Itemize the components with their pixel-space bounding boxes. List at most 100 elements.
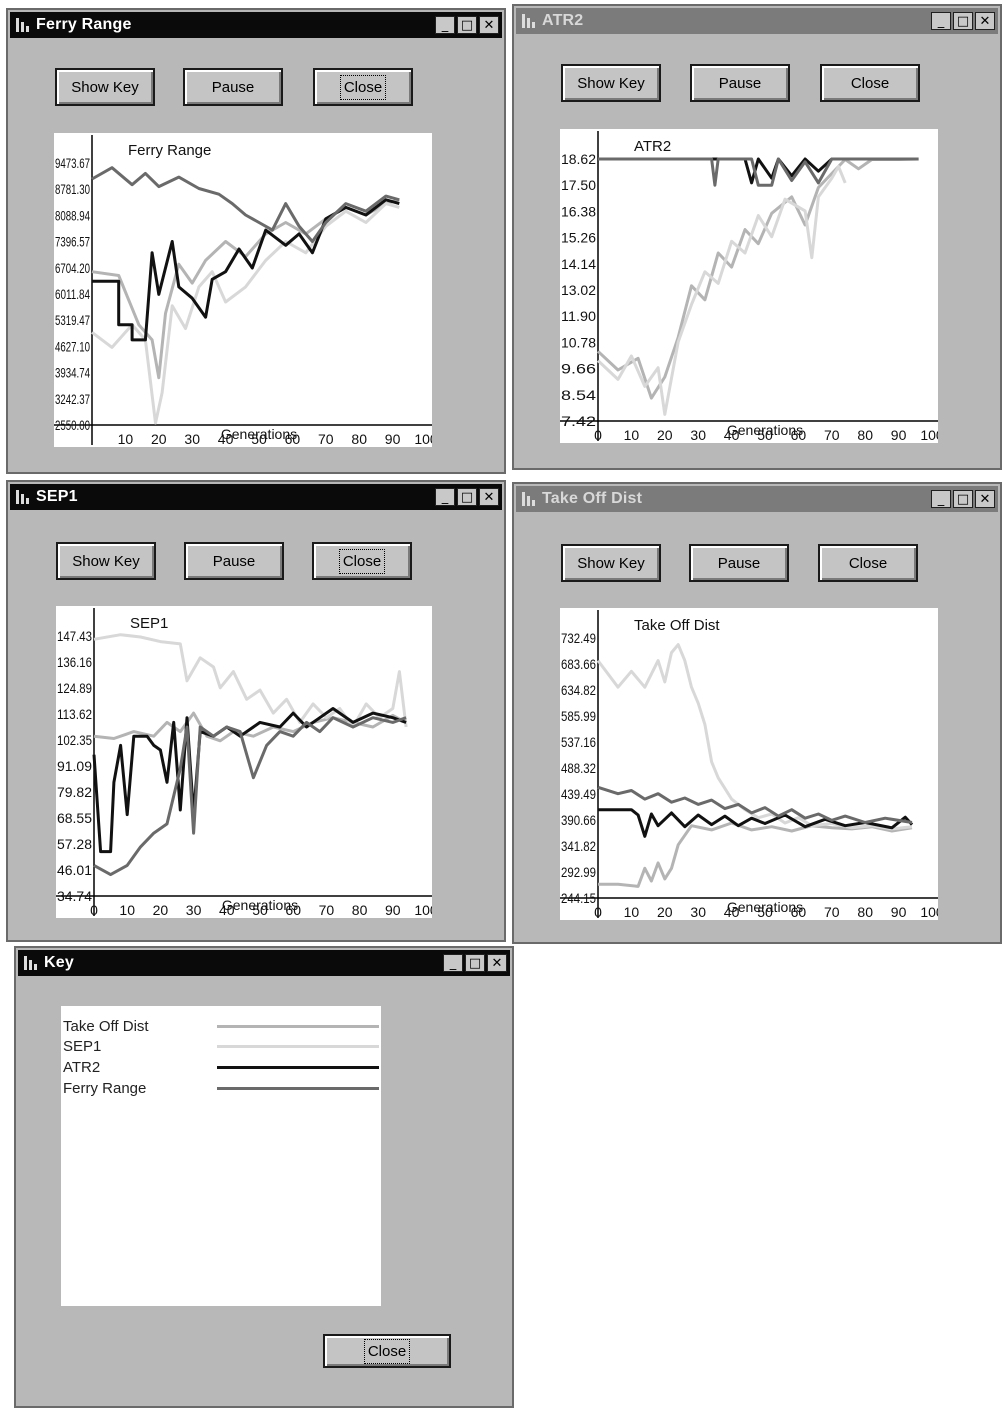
chart-title: ATR2 (634, 138, 671, 155)
x-tick-label: 0 (90, 902, 98, 918)
atr2-titlebar[interactable]: ATR2 _ □ ✕ (516, 8, 998, 34)
x-tick-label: 60 (791, 427, 807, 443)
x-tick-label: 10 (624, 904, 640, 920)
close-icon[interactable]: ✕ (975, 490, 995, 508)
y-tick-label: 292.99 (561, 864, 596, 880)
sep1-plot: SEP1 147.43 136.16 124.89 113.62 102.35 91.09 7… (56, 608, 432, 918)
ferry-range-titlebar[interactable]: Ferry Range _ □ ✕ (10, 12, 502, 38)
y-tick-label: 9473.67 (55, 155, 90, 171)
y-tick-label: 17.50 (561, 177, 596, 193)
close-label: Close (338, 548, 386, 574)
y-tick-label: 91.09 (57, 758, 92, 774)
sep1-chart: SEP1 147.43 136.16 124.89 113.62 102.35 91.09 7… (56, 606, 432, 918)
maximize-icon[interactable]: □ (457, 488, 477, 506)
y-tick-label: 585.99 (561, 708, 596, 724)
y-tick-label: 683.66 (561, 656, 596, 672)
maximize-icon[interactable]: □ (457, 16, 477, 34)
pause-button[interactable]: Pause (690, 64, 790, 102)
take-off-dist-titlebar[interactable]: Take Off Dist _ □ ✕ (516, 486, 998, 512)
maximize-icon[interactable]: □ (953, 490, 973, 508)
y-tick-label: 7.42 (561, 413, 596, 429)
window-title: Take Off Dist (542, 490, 643, 507)
legend-swatch (217, 1086, 379, 1090)
x-tick-label: 70 (824, 904, 840, 920)
pause-label: Pause (718, 74, 762, 92)
close-button[interactable]: Close (818, 544, 918, 582)
y-tick-label: 537.16 (561, 734, 596, 750)
y-tick-label: 341.82 (561, 838, 596, 854)
x-tick-label: 40 (724, 904, 740, 920)
y-tick-label: 124.89 (57, 680, 92, 696)
show-key-button[interactable]: Show Key (561, 64, 661, 102)
x-tick-label: 30 (690, 904, 706, 920)
x-tick-label: 10 (119, 902, 135, 918)
show-key-button[interactable]: Show Key (561, 544, 661, 582)
sep1-titlebar[interactable]: SEP1 _ □ ✕ (10, 484, 502, 510)
y-tick-label: 113.62 (57, 706, 92, 722)
close-button[interactable]: Close (312, 542, 412, 580)
pause-label: Pause (212, 552, 256, 570)
close-icon[interactable]: ✕ (487, 954, 507, 972)
x-tick-label: 80 (857, 427, 873, 443)
pause-label: Pause (211, 78, 255, 96)
legend-label: Take Off Dist (63, 1017, 149, 1035)
legend-swatch (217, 1044, 379, 1048)
x-tick-label: 0 (594, 427, 602, 443)
x-axis-label: Generations (727, 422, 803, 438)
x-tick-label: 50 (757, 904, 773, 920)
x-tick-label: 60 (285, 431, 301, 447)
key-close-button[interactable]: Close (323, 1334, 451, 1368)
close-button[interactable]: Close (313, 68, 413, 106)
y-tick-label: 8781.30 (55, 181, 90, 197)
show-key-label: Show Key (72, 552, 140, 570)
maximize-icon[interactable]: □ (465, 954, 485, 972)
show-key-button[interactable]: Show Key (56, 542, 156, 580)
y-tick-label: 8.54 (561, 387, 596, 403)
x-tick-label: 20 (657, 427, 673, 443)
y-tick-label: 34.74 (57, 888, 92, 904)
y-tick-label: 147.43 (57, 628, 92, 644)
y-tick-label: 5319.47 (55, 312, 90, 328)
x-tick-label: 60 (791, 904, 807, 920)
minimize-icon[interactable]: _ (435, 16, 455, 34)
minimize-icon[interactable]: _ (443, 954, 463, 972)
close-icon[interactable]: ✕ (975, 12, 995, 30)
show-key-label: Show Key (577, 554, 645, 572)
window-title: ATR2 (542, 12, 584, 29)
legend-entry-ferry-range: Ferry Range (61, 1078, 381, 1098)
y-tick-label: 439.49 (561, 786, 596, 802)
close-button[interactable]: Close (820, 64, 920, 102)
show-key-button[interactable]: Show Key (55, 68, 155, 106)
x-tick-label: 100 (920, 427, 938, 443)
show-key-label: Show Key (577, 74, 645, 92)
x-tick-label: 100 (414, 902, 432, 918)
app-icon (522, 492, 535, 506)
legend-entry-take-off-dist: Take Off Dist (61, 1016, 381, 1036)
key-legend: Take Off Dist SEP1 ATR2 Ferry Range (61, 1006, 381, 1306)
close-icon[interactable]: ✕ (479, 16, 499, 34)
close-label: Close (848, 554, 888, 572)
x-tick-label: 80 (351, 431, 367, 447)
pause-button[interactable]: Pause (689, 544, 789, 582)
x-tick-label: 40 (219, 902, 235, 918)
maximize-icon[interactable]: □ (953, 12, 973, 30)
pause-button[interactable]: Pause (183, 68, 283, 106)
key-titlebar[interactable]: Key _ □ ✕ (18, 950, 510, 976)
minimize-icon[interactable]: _ (931, 12, 951, 30)
series-line-ferry-range (598, 157, 919, 187)
x-tick-label: 90 (385, 902, 401, 918)
y-tick-label: 390.66 (561, 812, 596, 828)
y-tick-label: 68.55 (57, 810, 92, 826)
pause-button[interactable]: Pause (184, 542, 284, 580)
close-label: Close (363, 1338, 411, 1364)
y-tick-label: 2550.00 (55, 417, 90, 433)
series-line-take-off-dist (598, 821, 913, 888)
close-icon[interactable]: ✕ (479, 488, 499, 506)
x-tick-label: 100 (414, 431, 432, 447)
minimize-icon[interactable]: _ (435, 488, 455, 506)
legend-label: ATR2 (63, 1058, 101, 1076)
x-tick-label: 20 (153, 902, 169, 918)
minimize-icon[interactable]: _ (931, 490, 951, 508)
chart-title: Ferry Range (128, 142, 211, 159)
y-tick-label: 6011.84 (55, 286, 90, 302)
